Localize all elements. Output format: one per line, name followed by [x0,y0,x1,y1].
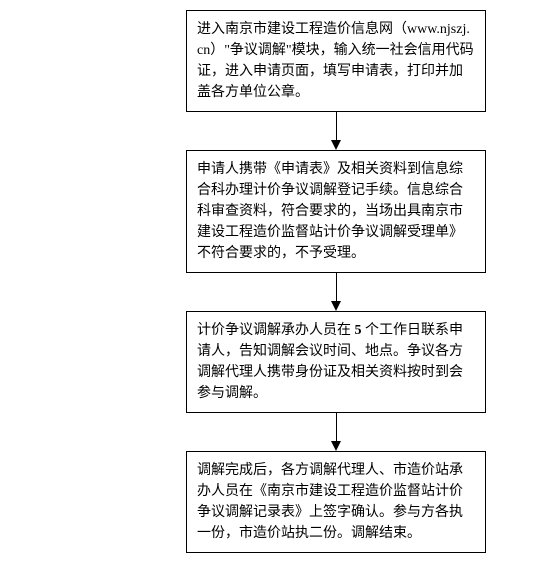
flowchart-node-step2: 申请人携带《申请表》及相关资料到信息综合科办理计价争议调解登记手续。信息综合科审… [186,150,486,273]
arrow-line [336,273,337,301]
node-text: 申请人携带《申请表》及相关资料到信息综合科办理计价争议调解登记手续。信息综合科审… [197,162,463,261]
flowchart-node-step1: 进入南京市建设工程造价信息网（www.njszj.cn）"争议调解"模块，输入统… [186,10,486,112]
flowchart-node-step4: 调解完成后，各方调解代理人、市造价站承办人员在《南京市建设工程造价监督站计价争议… [186,451,486,553]
node-text-bold-part: 5 [355,323,362,338]
node-text: 进入南京市建设工程造价信息网（www.njszj.cn）"争议调解"模块，输入统… [197,22,474,100]
flowchart-container: 进入南京市建设工程造价信息网（www.njszj.cn）"争议调解"模块，输入统… [0,0,552,553]
flowchart-arrow [331,413,341,451]
node-text-part: 计价争议调解承办人员在 [197,323,355,338]
arrow-head-icon [331,140,341,150]
arrow-line [336,413,337,441]
arrow-line [336,112,337,140]
flowchart-arrow [331,112,341,150]
flowchart-node-step3: 计价争议调解承办人员在 5 个工作日联系申请人，告知调解会议时间、地点。争议各方… [186,311,486,413]
arrow-head-icon [331,301,341,311]
node-text: 调解完成后，各方调解代理人、市造价站承办人员在《南京市建设工程造价监督站计价争议… [197,463,463,541]
arrow-head-icon [331,441,341,451]
flowchart-arrow [331,273,341,311]
